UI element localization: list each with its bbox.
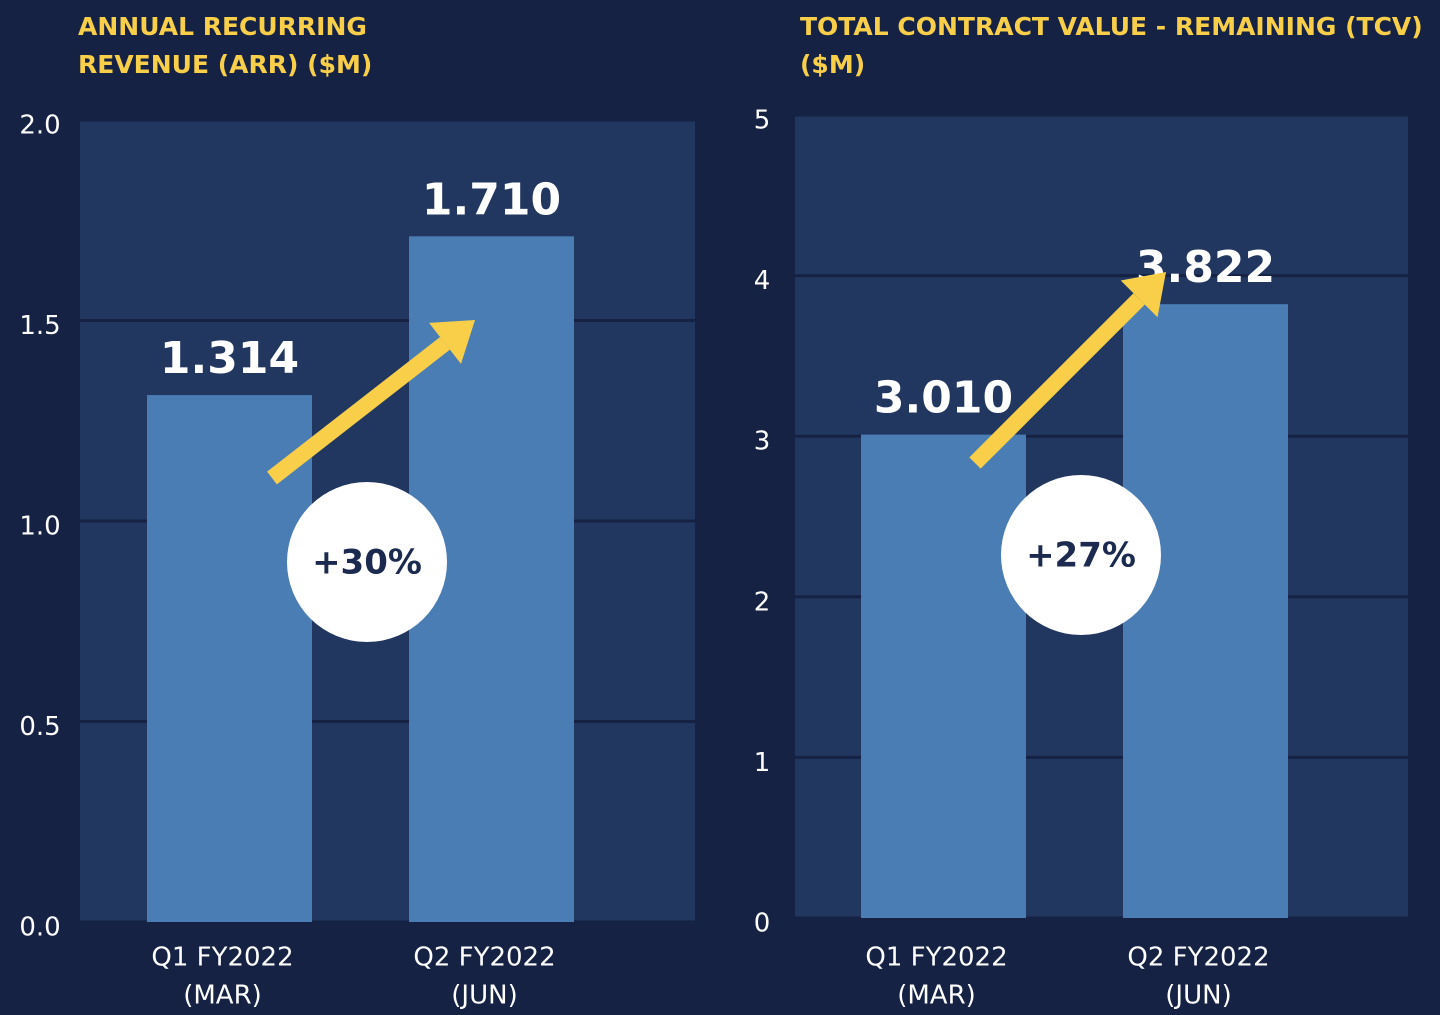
x-tick-label: (JUN) [451,981,517,1011]
value-label: 3.010 [874,373,1013,424]
y-tick-label: 3 [754,427,771,457]
arrow-shaft [267,337,450,485]
badge [287,482,447,642]
y-tick-label: 2 [754,587,771,617]
x-tick-label: Q1 FY2022 [151,943,293,973]
bar [1123,304,1288,919]
y-tick-label: 1 [754,748,771,778]
y-tick-label: 0 [754,909,771,939]
x-tick-label: Q2 FY2022 [413,943,555,973]
bar [861,434,1026,918]
y-tick-label: 1.5 [19,311,60,341]
x-tick-label: (MAR) [183,981,262,1011]
y-tick-label: 0.0 [19,913,60,943]
arrow-head [429,320,475,364]
badge-label: +30% [312,543,422,583]
x-tick-label: (JUN) [1165,981,1231,1011]
y-tick-label: 0.5 [19,712,60,742]
value-label: 1.710 [422,174,561,225]
y-tick-label: 1.0 [19,512,60,542]
value-label: 1.314 [160,333,299,384]
x-tick-label: Q2 FY2022 [1127,943,1269,973]
bar [147,395,312,922]
chart-title: TOTAL CONTRACT VALUE - REMAINING (TCV) (… [800,12,1423,79]
y-tick-label: 2.0 [19,111,60,141]
y-tick-label: 4 [754,266,771,296]
x-tick-label: (MAR) [897,981,976,1011]
y-tick-label: 5 [754,106,771,136]
arrow-shaft [969,293,1145,469]
x-tick-label: Q1 FY2022 [865,943,1007,973]
badge [1001,475,1161,635]
badge-label: +27% [1026,536,1136,576]
chart-title: ANNUAL RECURRING REVENUE (ARR) ($M) [78,12,373,79]
arrow-head [1120,272,1166,318]
